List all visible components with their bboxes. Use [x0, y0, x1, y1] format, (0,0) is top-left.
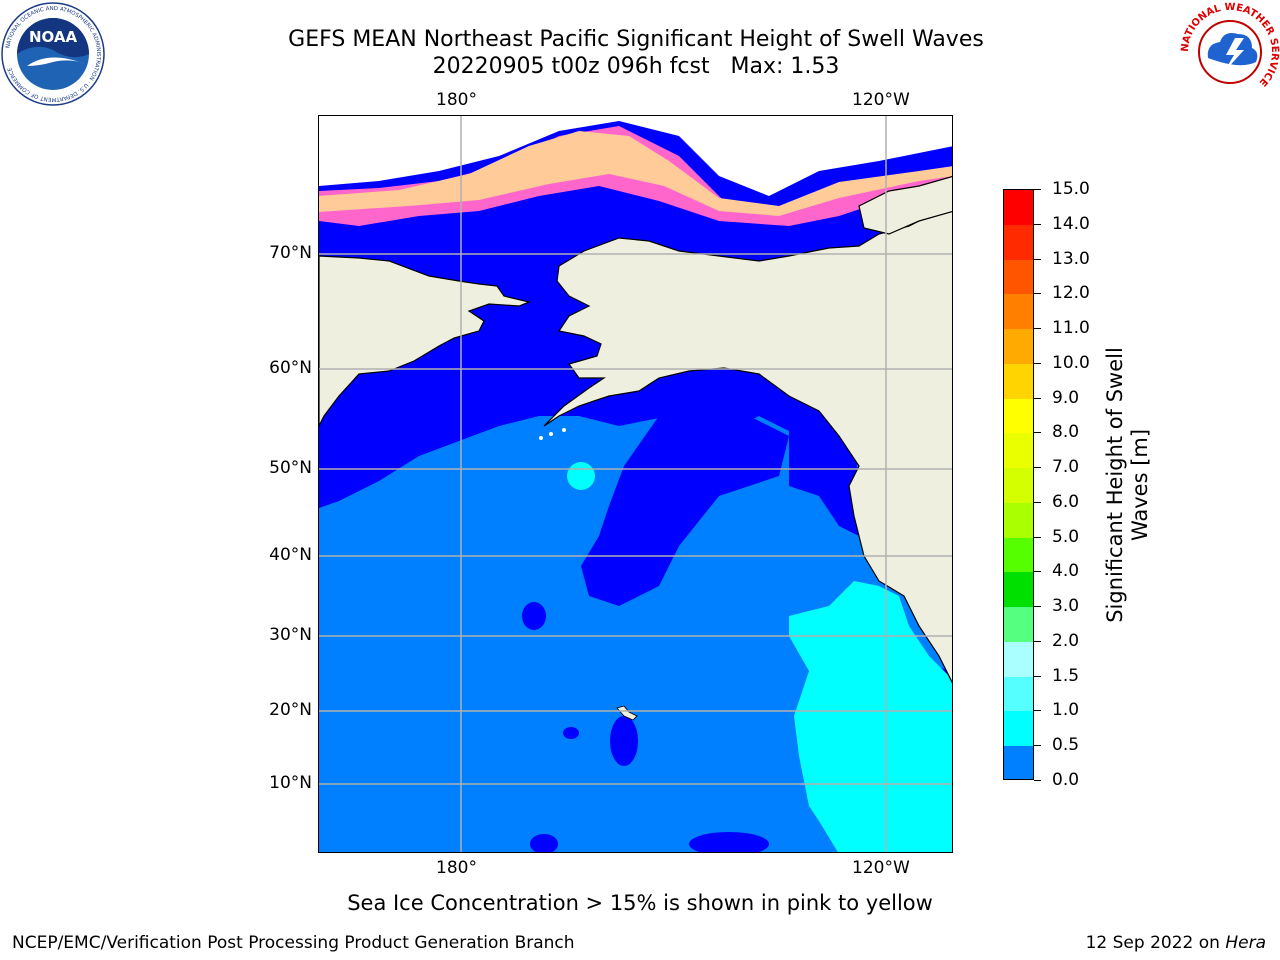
sea-ice-pack — [319, 116, 952, 196]
colorbar-segment — [1004, 502, 1033, 539]
land-siberia — [319, 255, 531, 427]
lat-label-50n: 50°N — [269, 458, 312, 478]
ocean-low-patch-5 — [689, 832, 769, 852]
colorbar-tick-label: 11.0 — [1052, 318, 1090, 339]
colorbar-tick-label: 6.0 — [1052, 491, 1080, 512]
colorbar-tick — [1034, 571, 1041, 573]
lat-label-60n: 60°N — [269, 358, 312, 378]
noaa-logo-text: NOAA — [29, 28, 78, 46]
colorbar-tick-label: 7.0 — [1052, 457, 1080, 478]
footer-host: Hera — [1225, 933, 1266, 953]
land-north-america — [543, 210, 952, 684]
footer-date-text: 12 Sep 2022 on — [1085, 933, 1226, 953]
colorbar-tick — [1034, 501, 1041, 503]
colorbar-tick — [1034, 536, 1041, 538]
nws-logo: NATIONAL WEATHER SERVICE — [1180, 0, 1280, 100]
lat-label-70n: 70°N — [269, 243, 312, 263]
colorbar-tick — [1034, 293, 1041, 295]
colorbar-tick — [1034, 189, 1041, 190]
colorbar-title: Significant Height of Swell Waves [m] — [1103, 347, 1153, 623]
colorbar-tick-label: 2.0 — [1052, 630, 1080, 651]
colorbar-title-line2: Waves [m] — [1128, 428, 1152, 542]
colorbar-tick — [1034, 467, 1041, 469]
ocean-low-patch-3 — [563, 727, 579, 739]
land-arctic-islands — [858, 175, 952, 235]
colorbar-tick — [1034, 258, 1041, 260]
colorbar-tick-label: 5.0 — [1052, 526, 1080, 547]
colorbar-segment — [1004, 746, 1033, 779]
colorbar-tick — [1034, 432, 1041, 434]
colorbar-tick — [1034, 710, 1041, 712]
chart-subtitle: 20220905 t00z 096h fcst Max: 1.53 — [432, 54, 840, 79]
ocean-low-patch-1 — [522, 602, 546, 630]
colorbar-tick-label: 14.0 — [1052, 213, 1090, 234]
lat-label-40n: 40°N — [269, 545, 312, 565]
colorbar-tick — [1034, 640, 1041, 642]
lon-label-bottom-180: 180° — [436, 858, 477, 878]
colorbar-segment — [1004, 537, 1033, 574]
colorbar-segment — [1004, 259, 1033, 296]
chart-title: GEFS MEAN Northeast Pacific Significant … — [288, 27, 984, 52]
colorbar-segment — [1004, 641, 1033, 678]
colorbar-segment — [1004, 607, 1033, 643]
colorbar-tick — [1034, 328, 1041, 330]
lat-label-10n: 10°N — [269, 773, 312, 793]
colorbar-tick — [1034, 675, 1041, 677]
noaa-logo: NOAA NATIONAL OCEANIC AND ATMOSPHERIC AD… — [1, 2, 105, 106]
sea-ice-caption: Sea Ice Concentration > 15% is shown in … — [347, 891, 933, 915]
colorbar-segment — [1004, 468, 1033, 504]
colorbar-segment — [1004, 190, 1033, 226]
colorbar-tick-label: 0.5 — [1052, 735, 1080, 756]
colorbar-segment — [1004, 224, 1033, 261]
footer-producer: NCEP/EMC/Verification Post Processing Pr… — [12, 933, 575, 953]
colorbar-segment — [1004, 329, 1033, 365]
colorbar-tick-label: 3.0 — [1052, 596, 1080, 617]
map-panel — [318, 115, 953, 853]
colorbar-segment — [1004, 433, 1033, 470]
map-gridlines — [319, 116, 952, 852]
colorbar-tick-label: 10.0 — [1052, 352, 1090, 373]
colorbar-tick-label: 8.0 — [1052, 422, 1080, 443]
footer-date: 12 Sep 2022 on Hera — [1086, 933, 1266, 953]
colorbar-segment — [1004, 363, 1033, 400]
colorbar-tick — [1034, 745, 1041, 747]
lon-label-top-120w: 120°W — [852, 90, 910, 110]
colorbar-tick-label: 13.0 — [1052, 248, 1090, 269]
ocean-high-patch-1 — [567, 462, 595, 490]
sea-ice-edge — [319, 131, 952, 216]
lat-label-30n: 30°N — [269, 625, 312, 645]
colorbar-tick-label: 4.0 — [1052, 561, 1080, 582]
colorbar-tick-label: 15.0 — [1052, 179, 1090, 199]
colorbar-tick-label: 0.0 — [1052, 770, 1080, 790]
ocean-swell-0-0.5-tongue — [581, 416, 789, 606]
colorbar-tick — [1034, 362, 1041, 364]
colorbar-segment — [1004, 676, 1033, 713]
colorbar-tick — [1034, 397, 1041, 399]
ocean-low-patch-6 — [530, 834, 558, 852]
colorbar-tick-label: 9.0 — [1052, 387, 1080, 408]
colorbar-title-line1: Significant Height of Swell — [1103, 347, 1127, 623]
colorbar-tick — [1034, 223, 1041, 225]
colorbar — [1003, 189, 1034, 780]
map-svg — [319, 116, 952, 852]
land-hawaii — [616, 705, 638, 721]
colorbar-segment — [1004, 711, 1033, 748]
colorbar-tick-label: 1.0 — [1052, 700, 1080, 721]
ocean-low-patch-2 — [610, 716, 638, 766]
colorbar-tick-label: 1.5 — [1052, 665, 1080, 686]
colorbar-tick-label: 12.0 — [1052, 283, 1090, 304]
lon-label-bottom-120w: 120°W — [852, 858, 910, 878]
colorbar-tick — [1034, 780, 1041, 781]
land-aleutians — [539, 428, 566, 440]
colorbar-tick — [1034, 606, 1041, 608]
colorbar-segment — [1004, 398, 1033, 435]
colorbar-segment — [1004, 294, 1033, 331]
colorbar-segment — [1004, 572, 1033, 609]
lon-label-top-180: 180° — [436, 90, 477, 110]
lat-label-20n: 20°N — [269, 700, 312, 720]
